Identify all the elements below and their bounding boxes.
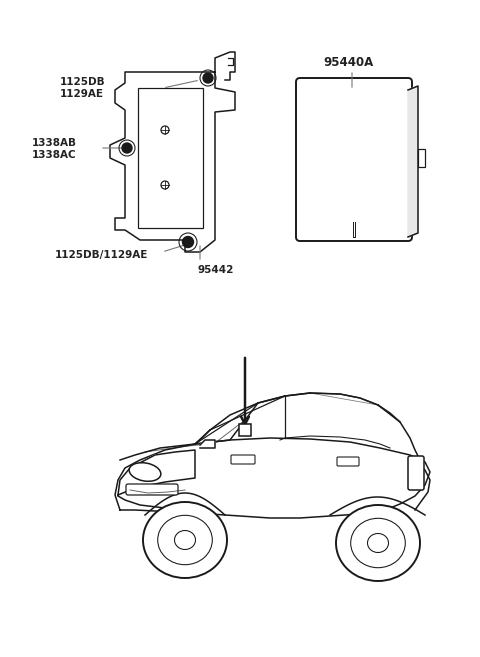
- Polygon shape: [115, 438, 430, 518]
- Ellipse shape: [351, 518, 405, 568]
- Ellipse shape: [158, 515, 212, 565]
- Ellipse shape: [336, 505, 420, 581]
- Bar: [418, 149, 425, 167]
- Text: 1125DB/1129AE: 1125DB/1129AE: [55, 250, 148, 260]
- FancyBboxPatch shape: [408, 456, 424, 490]
- FancyBboxPatch shape: [296, 78, 412, 241]
- FancyBboxPatch shape: [231, 455, 255, 464]
- Polygon shape: [118, 450, 195, 495]
- Bar: [239, 424, 251, 436]
- Text: 1338AC: 1338AC: [32, 150, 77, 160]
- Text: 1129AE: 1129AE: [60, 89, 104, 99]
- Polygon shape: [110, 72, 235, 252]
- Polygon shape: [408, 86, 418, 237]
- Text: 95440A: 95440A: [323, 55, 373, 68]
- Text: 1338AB: 1338AB: [32, 138, 77, 148]
- Polygon shape: [200, 440, 215, 448]
- Circle shape: [122, 143, 132, 153]
- Ellipse shape: [143, 502, 227, 578]
- Ellipse shape: [129, 463, 161, 482]
- Ellipse shape: [175, 530, 195, 549]
- Text: 95442: 95442: [198, 265, 234, 275]
- FancyBboxPatch shape: [126, 484, 178, 495]
- Circle shape: [182, 237, 193, 248]
- Bar: [138, 88, 203, 228]
- Ellipse shape: [368, 533, 388, 553]
- Text: 1125DB: 1125DB: [60, 77, 106, 87]
- Polygon shape: [215, 52, 235, 80]
- FancyBboxPatch shape: [337, 457, 359, 466]
- Circle shape: [203, 73, 213, 83]
